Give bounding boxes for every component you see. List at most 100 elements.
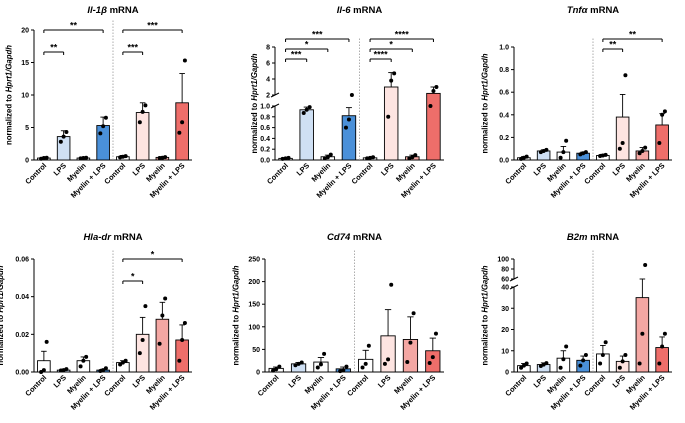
- data-point: [344, 364, 349, 369]
- y-tick-label: 100: [497, 257, 509, 264]
- y-tick-label: 0: [25, 158, 29, 165]
- y-tick-label: 15: [21, 60, 29, 67]
- bar-lps: [380, 335, 396, 373]
- panel-il-1-: Il-1β mRNA normalized to Hprt1/Gapdh 0 5 10 1…: [5, 5, 192, 200]
- bar-myelin-lps: [426, 92, 441, 161]
- data-point: [662, 109, 667, 114]
- data-point: [296, 361, 301, 366]
- data-point: [434, 85, 439, 89]
- data-point: [368, 155, 373, 160]
- gene-name: Hla-dr: [83, 232, 112, 243]
- data-point: [143, 103, 148, 108]
- y-axis-label: normalized to Hprt1/Gapdh: [231, 265, 240, 365]
- x-tick-label: Control: [503, 373, 528, 398]
- data-point: [137, 120, 142, 125]
- data-point: [365, 156, 370, 161]
- data-point: [411, 311, 416, 316]
- data-point: [410, 155, 415, 160]
- data-point: [389, 282, 394, 287]
- y-label-gene: Hprt1/Gapdh: [480, 53, 489, 100]
- significance-label: ***: [127, 43, 138, 53]
- data-point: [363, 361, 368, 366]
- x-tick-label: Control: [265, 161, 290, 186]
- panel-title: Hla-dr mRNA: [83, 232, 142, 243]
- data-point: [274, 367, 279, 372]
- data-point: [325, 155, 330, 160]
- data-point: [386, 357, 391, 362]
- data-point: [427, 360, 432, 365]
- data-point: [662, 331, 667, 336]
- data-point: [318, 362, 323, 367]
- data-point: [433, 331, 438, 336]
- data-point: [564, 344, 569, 349]
- data-point: [578, 363, 583, 368]
- data-point: [78, 364, 83, 369]
- data-point: [524, 361, 529, 366]
- data-point: [431, 89, 436, 93]
- data-point: [137, 351, 142, 356]
- data-point: [180, 120, 185, 125]
- data-point: [657, 361, 662, 366]
- data-point: [598, 361, 603, 366]
- title-suffix: mRNA: [351, 5, 383, 16]
- y-tick-label: 20: [501, 327, 509, 334]
- data-point: [428, 104, 433, 108]
- data-point: [64, 130, 69, 135]
- x-tick-label: Control: [256, 373, 281, 398]
- data-point: [392, 71, 397, 76]
- title-suffix: mRNA: [588, 5, 620, 16]
- y-tick-label: 0.4: [260, 136, 270, 143]
- data-point: [44, 155, 49, 160]
- y-tick-label: 0.6: [499, 90, 509, 97]
- y-label-prefix: normalized to: [480, 101, 489, 154]
- data-point: [44, 339, 49, 344]
- x-tick-label: Control: [503, 161, 528, 186]
- data-point: [583, 150, 588, 155]
- y-label-gene: Hprt1/Gapdh: [0, 265, 5, 312]
- data-point: [277, 364, 282, 369]
- data-point: [413, 153, 418, 158]
- y-label-prefix: normalized to: [480, 313, 489, 366]
- data-point: [177, 358, 182, 363]
- y-tick-label: 0.6: [260, 125, 270, 132]
- data-point: [620, 359, 625, 364]
- data-point: [660, 344, 665, 349]
- y-axis-label: normalized to Hprt1/Gapdh: [250, 53, 259, 153]
- significance-label: **: [70, 21, 78, 31]
- y-tick-label: 0.0: [499, 158, 509, 165]
- data-point: [640, 331, 645, 336]
- y-label-gene: Hprt1/Gapdh: [480, 265, 489, 312]
- significance-label: ****: [374, 50, 389, 60]
- significance-label: **: [609, 40, 617, 50]
- data-point: [103, 115, 108, 120]
- data-point: [637, 151, 642, 156]
- data-point: [180, 337, 185, 342]
- bar-myelin-lps: [655, 347, 669, 373]
- y-label-prefix: normalized to: [0, 313, 5, 366]
- data-point: [163, 296, 168, 301]
- y-axis-label: normalized to Hprt1/Gapdh: [5, 45, 14, 145]
- data-point: [623, 353, 628, 357]
- y-tick-label: 250: [248, 257, 260, 264]
- data-point: [101, 124, 106, 129]
- data-point: [103, 366, 108, 371]
- gene-name: Cd74: [327, 232, 351, 243]
- y-label-prefix: normalized to: [5, 92, 14, 145]
- data-point: [341, 368, 346, 373]
- data-point: [657, 141, 662, 146]
- y-tick-label: 0.06: [15, 257, 29, 264]
- data-point: [286, 155, 291, 160]
- y-tick-label: 0.2: [499, 135, 509, 142]
- panel-title: Cd74 mRNA: [327, 232, 382, 243]
- data-point: [581, 358, 586, 363]
- y-tick-label: 0.4: [499, 112, 509, 119]
- x-tick-label: LPS: [52, 161, 69, 178]
- data-point: [564, 138, 569, 143]
- bar-myelin: [155, 318, 170, 373]
- x-tick-label: LPS: [131, 161, 148, 178]
- data-point: [643, 145, 648, 150]
- y-tick-label: 200: [248, 279, 260, 286]
- x-tick-label: LPS: [532, 373, 549, 390]
- data-point: [603, 340, 608, 345]
